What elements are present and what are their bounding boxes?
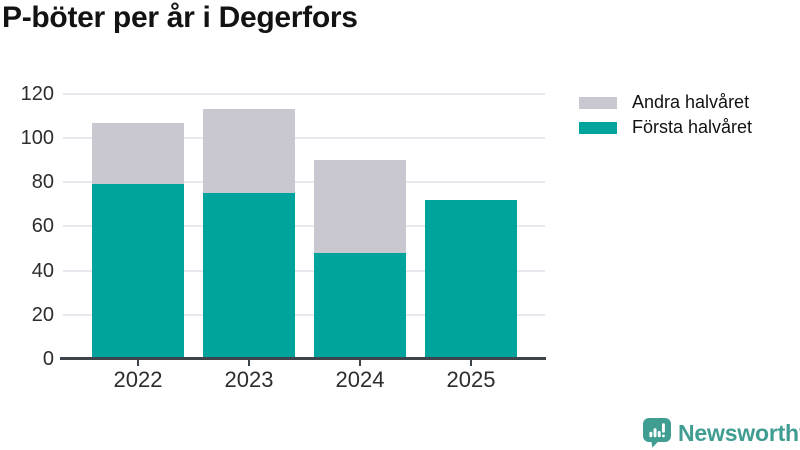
legend-item-andra-halvaret: Andra halvåret [579,92,752,113]
bar-segment-andra-halvaret-2024 [314,160,406,253]
bar-segment-forsta-halvaret-2025 [425,199,517,359]
x-axis-tick-label: 2025 [446,367,496,392]
bar-segment-forsta-halvaret-2023 [203,193,295,359]
legend-swatch-andra-halvaret [579,96,617,109]
gridline [63,92,545,95]
x-axis-tick-label: 2022 [113,367,163,392]
y-axis-tick-label: 100 [20,127,54,149]
y-axis-tick-label: 120 [20,82,54,105]
gridline [63,269,545,272]
y-axis-tick-label: 80 [31,171,54,194]
brand-footer: Newsworthy [643,418,800,448]
legend: Andra halvåret Första halvåret [579,92,752,142]
x-axis-tick-label: 2024 [335,367,385,392]
x-axis-tick [469,359,473,366]
newsworthy-logo-icon [643,418,671,448]
bar-segment-forsta-halvaret-2022 [92,184,184,359]
chart-title: P-böter per år i Degerfors [2,1,358,34]
legend-label-forsta-halvaret: Första halvåret [632,117,753,137]
gridline [63,313,545,316]
x-axis-tick-label: 2023 [224,367,274,392]
brand-name: Newsworthy [678,419,800,446]
y-axis-tick-label: 60 [31,215,54,238]
x-axis-line [60,357,546,360]
y-axis-tick-label: 0 [42,348,54,370]
bar-segment-forsta-halvaret-2024 [314,252,406,359]
legend-item-forsta-halvaret: Första halvåret [579,117,752,138]
gridline [63,181,545,184]
gridline [63,225,545,228]
gridline [63,137,545,139]
x-axis-tick [247,359,251,366]
x-axis-tick [136,359,140,366]
legend-swatch-forsta-halvaret [579,121,617,134]
bar-segment-andra-halvaret-2023 [203,109,295,194]
legend-label-andra-halvaret: Andra halvåret [632,92,750,112]
y-axis-tick-label: 40 [31,259,54,282]
bar-segment-andra-halvaret-2022 [92,122,184,185]
x-axis-tick [358,359,362,366]
y-axis-tick-label: 20 [31,303,54,326]
